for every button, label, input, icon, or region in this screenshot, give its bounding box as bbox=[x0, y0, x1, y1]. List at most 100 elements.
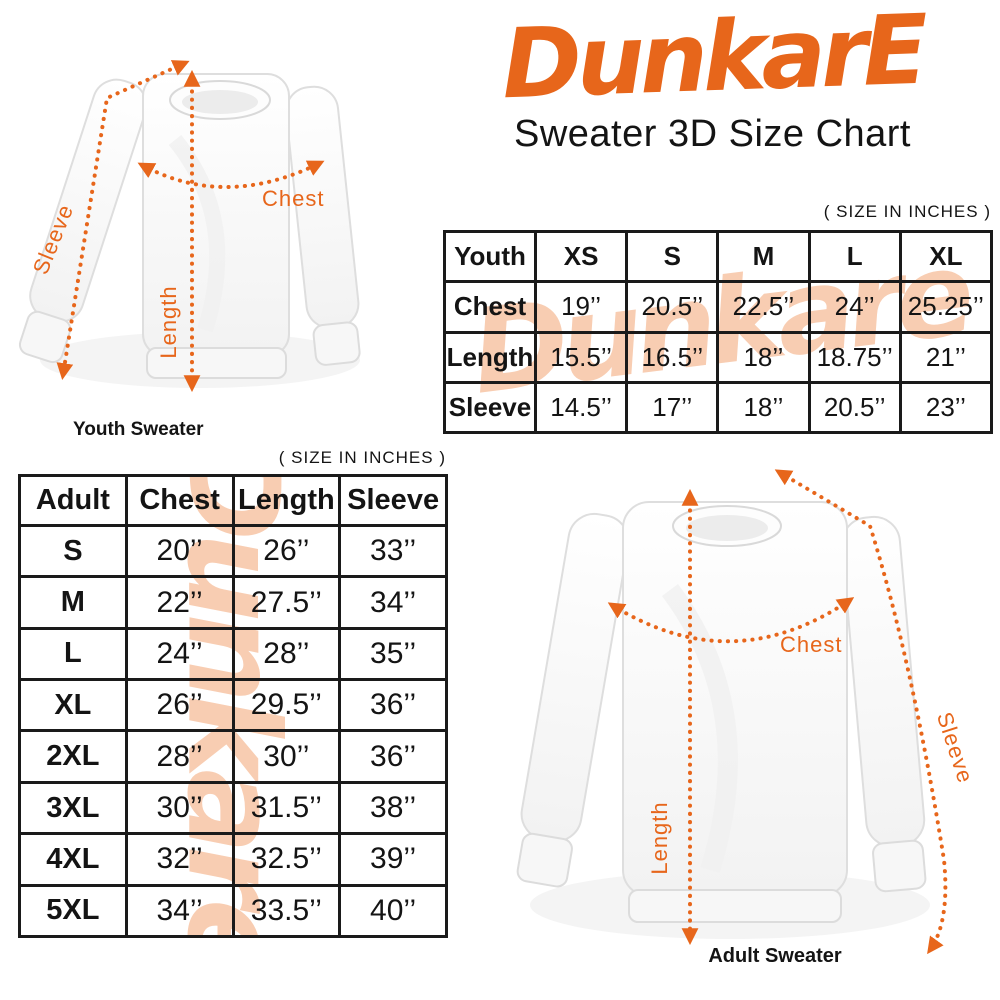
size-row: 3XL 30’’ 31.5’’ 38’’ bbox=[18, 780, 448, 836]
youth-neck-opening bbox=[182, 90, 258, 114]
size-value-cell: 18.75’’ bbox=[807, 330, 902, 384]
brand-header: DunkarE Sweater 3D Size Chart bbox=[430, 0, 995, 156]
header-cell: Sleeve bbox=[338, 474, 448, 527]
adult-figure-caption: Adult Sweater bbox=[708, 945, 842, 967]
size-label-cell: 4XL bbox=[18, 832, 128, 887]
size-value-cell: 30’’ bbox=[124, 780, 235, 836]
adult-chest-label: Chest bbox=[780, 632, 842, 657]
adult-size-table-body: Adult Chest Length Sleeve S 20’’ 26’’ 33’’ M 22’’… bbox=[18, 474, 448, 939]
adult-right-cuff bbox=[872, 839, 927, 893]
size-value-cell: 22.5’’ bbox=[716, 280, 811, 334]
size-value-cell: 34’’ bbox=[124, 883, 235, 939]
size-value-cell: 17’’ bbox=[625, 380, 720, 435]
header-cell: S bbox=[625, 229, 720, 284]
adult-sleeve-label: Sleeve bbox=[932, 709, 978, 786]
size-value-cell: 32.5’’ bbox=[231, 832, 342, 887]
adult-neck-opening bbox=[686, 515, 768, 541]
adult-length-label: Length bbox=[647, 801, 672, 874]
size-value-cell: 28’’ bbox=[231, 626, 342, 682]
size-value-cell: 36’’ bbox=[338, 729, 448, 784]
size-value-cell: 33.5’’ bbox=[231, 883, 342, 939]
adult-sweater-illustration bbox=[516, 501, 927, 923]
size-row: Chest 19’’ 20.5’’ 22.5’’ 24’’ 25.25’’ bbox=[443, 280, 994, 334]
size-value-cell: 20.5’’ bbox=[807, 380, 902, 435]
adult-chest-arrow bbox=[607, 597, 855, 644]
adult-units-note: ( SIZE IN INCHES ) bbox=[278, 448, 446, 467]
adult-sleeve-arrow bbox=[774, 469, 948, 955]
header-row: Youth XS S M L XL bbox=[443, 229, 994, 284]
size-label-cell: S bbox=[18, 523, 128, 579]
size-value-cell: 25.25’’ bbox=[898, 280, 994, 334]
size-row: Length 15.5’’ 16.5’’ 18’’ 18.75’’ 21’’ bbox=[443, 330, 994, 384]
adult-left-cuff bbox=[516, 832, 573, 888]
size-value-cell: 26’’ bbox=[231, 523, 342, 579]
size-value-cell: 38’’ bbox=[338, 780, 448, 836]
size-row: S 20’’ 26’’ 33’’ bbox=[18, 523, 448, 579]
dunkare-logo: DunkarE bbox=[500, 0, 925, 121]
header-cell: XS bbox=[533, 229, 629, 284]
youth-figure-caption: Youth Sweater bbox=[73, 419, 204, 440]
size-value-cell: 23’’ bbox=[898, 380, 994, 435]
size-row: Sleeve 14.5’’ 17’’ 18’’ 20.5’’ 23’’ bbox=[443, 380, 994, 435]
size-value-cell: 27.5’’ bbox=[231, 575, 342, 630]
size-value-cell: 24’’ bbox=[124, 626, 235, 682]
adult-size-table: Adult Chest Length Sleeve S 20’’ 26’’ 33’’ M 22’’… bbox=[18, 474, 448, 939]
chart-title: Sweater 3D Size Chart bbox=[514, 112, 911, 155]
size-row: XL 26’’ 29.5’’ 36’’ bbox=[18, 678, 448, 733]
size-row: L 24’’ 28’’ 35’’ bbox=[18, 626, 448, 682]
size-value-cell: 16.5’’ bbox=[625, 330, 720, 384]
youth-chest-label: Chest bbox=[262, 186, 324, 211]
size-value-cell: 24’’ bbox=[807, 280, 902, 334]
size-value-cell: 26’’ bbox=[124, 678, 235, 733]
size-value-cell: 40’’ bbox=[338, 883, 448, 939]
size-label-cell: M bbox=[18, 575, 128, 630]
size-value-cell: 39’’ bbox=[338, 832, 448, 887]
youth-left-sleeve bbox=[29, 78, 148, 323]
size-label-cell: Sleeve bbox=[443, 380, 537, 435]
size-label-cell: Chest bbox=[443, 280, 537, 334]
size-value-cell: 31.5’’ bbox=[231, 780, 342, 836]
size-value-cell: 29.5’’ bbox=[231, 678, 342, 733]
header-cell: Youth bbox=[443, 229, 537, 284]
size-label-cell: XL bbox=[18, 678, 128, 733]
header-cell: Adult bbox=[18, 474, 128, 527]
size-label-cell: 5XL bbox=[18, 883, 128, 939]
size-value-cell: 32’’ bbox=[124, 832, 235, 887]
size-value-cell: 14.5’’ bbox=[533, 380, 629, 435]
youth-size-table-body: Youth XS S M L XL Chest 19’’ 20.5’’ 22.5’’ 24’’ 25.… bbox=[443, 229, 994, 435]
header-cell: Chest bbox=[124, 474, 235, 527]
header-cell: XL bbox=[898, 229, 994, 284]
size-value-cell: 22’’ bbox=[124, 575, 235, 630]
size-row: 2XL 28’’ 30’’ 36’’ bbox=[18, 729, 448, 784]
youth-size-table: Youth XS S M L XL Chest 19’’ 20.5’’ 22.5’’ 24’’ 25.… bbox=[443, 229, 994, 435]
size-row: 5XL 34’’ 33.5’’ 40’’ bbox=[18, 883, 448, 939]
header-row: Adult Chest Length Sleeve bbox=[18, 474, 448, 527]
size-value-cell: 33’’ bbox=[338, 523, 448, 579]
header-cell: Length bbox=[231, 474, 342, 527]
youth-right-cuff bbox=[312, 321, 361, 366]
youth-sweater-figure: Chest Length Sleeve bbox=[18, 60, 361, 393]
size-label-cell: Length bbox=[443, 330, 537, 384]
size-value-cell: 36’’ bbox=[338, 678, 448, 733]
size-row: 4XL 32’’ 32.5’’ 39’’ bbox=[18, 832, 448, 887]
header-cell: M bbox=[716, 229, 811, 284]
size-value-cell: 28’’ bbox=[124, 729, 235, 784]
size-label-cell: 2XL bbox=[18, 729, 128, 784]
size-value-cell: 20’’ bbox=[124, 523, 235, 579]
adult-left-sleeve bbox=[520, 512, 630, 843]
size-value-cell: 34’’ bbox=[338, 575, 448, 630]
size-label-cell: 3XL bbox=[18, 780, 128, 836]
size-value-cell: 18’’ bbox=[716, 330, 811, 384]
youth-length-label: Length bbox=[156, 285, 181, 358]
size-label-cell: L bbox=[18, 626, 128, 682]
size-value-cell: 21’’ bbox=[898, 330, 994, 384]
youth-chest-arrow bbox=[137, 160, 325, 189]
size-value-cell: 18’’ bbox=[716, 380, 811, 435]
youth-units-note: ( SIZE IN INCHES ) bbox=[823, 202, 991, 221]
size-value-cell: 35’’ bbox=[338, 626, 448, 682]
header-cell: L bbox=[807, 229, 902, 284]
size-value-cell: 15.5’’ bbox=[533, 330, 629, 384]
size-value-cell: 20.5’’ bbox=[625, 280, 720, 334]
youth-sleeve-arrow bbox=[56, 60, 190, 380]
